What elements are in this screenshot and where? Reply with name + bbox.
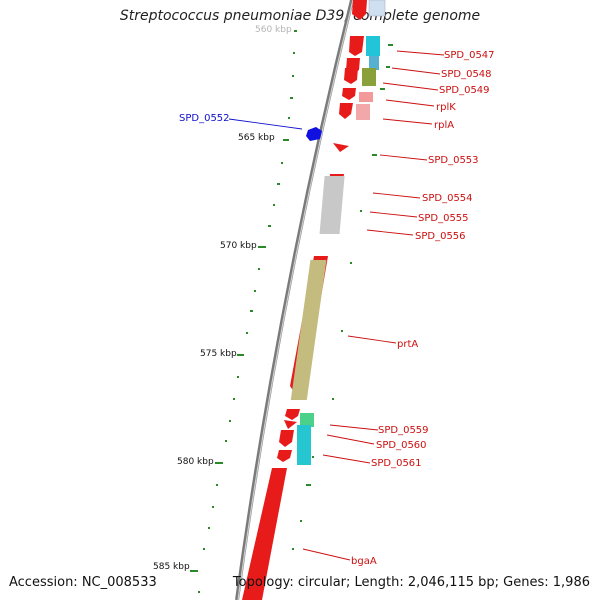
- gene-label-spd0553[interactable]: SPD_0553: [428, 155, 479, 166]
- gene-arrow-spd0559[interactable]: [285, 409, 300, 420]
- gene-ticks: [292, 44, 393, 550]
- topology-text: Topology: circular; Length: 2,046,115 bp…: [232, 575, 590, 590]
- gene-label-spd0548[interactable]: SPD_0548: [441, 69, 492, 80]
- scale-label: 575 kbp: [200, 349, 237, 359]
- gene-label-spd0552[interactable]: SPD_0552: [179, 113, 230, 124]
- gene-arrow-spd0559b[interactable]: [284, 420, 297, 429]
- feature-bars: [290, 0, 386, 465]
- forward-genes[interactable]: [242, 0, 367, 600]
- scale-ticks: [190, 30, 297, 593]
- gene-arrow-bgaa[interactable]: [242, 468, 287, 600]
- genome-backbone-highlight: [237, 0, 354, 600]
- gene-label-spd0561[interactable]: SPD_0561: [371, 458, 422, 469]
- scale-label: 560 kbp: [255, 25, 292, 35]
- gene-arrow-spd0560[interactable]: [279, 430, 294, 447]
- genome-backbone: [235, 0, 354, 600]
- gene-label-spd0559[interactable]: SPD_0559: [378, 425, 429, 436]
- scale-label: 585 kbp: [153, 562, 190, 572]
- gene-arrow-spd0561[interactable]: [277, 450, 292, 462]
- gene-label-spd0560[interactable]: SPD_0560: [376, 440, 427, 451]
- map-title: Streptococcus pneumoniae D39, complete g…: [119, 8, 481, 24]
- gene-arrow-spd0547[interactable]: [352, 0, 367, 20]
- gene-arrow-spd0552[interactable]: [306, 127, 322, 141]
- scale-label: 580 kbp: [177, 457, 214, 467]
- scale-label: 565 kbp: [238, 133, 275, 143]
- scale-labels: 560 kbp 565 kbp 570 kbp 575 kbp 580 kbp …: [153, 25, 292, 572]
- gene-label-spd0547[interactable]: SPD_0547: [444, 50, 495, 61]
- scale-label: 570 kbp: [220, 241, 257, 251]
- gene-arrow-rplk[interactable]: [342, 88, 356, 100]
- label-leader-spd0552: [228, 118, 303, 130]
- gene-label-bgaa[interactable]: bgaA: [351, 556, 377, 567]
- gene-arrow-spd0553[interactable]: [333, 143, 349, 152]
- gene-label-rpla[interactable]: rplA: [434, 120, 454, 131]
- accession-text: Accession: NC_008533: [9, 575, 157, 590]
- gene-arrow-spd0549[interactable]: [344, 68, 358, 84]
- gene-label-spd0555[interactable]: SPD_0555: [418, 213, 469, 224]
- gene-arrow-rpla[interactable]: [339, 103, 353, 119]
- gene-label-spd0556[interactable]: SPD_0556: [415, 231, 466, 242]
- gene-label-spd0554[interactable]: SPD_0554: [422, 193, 473, 204]
- gene-label-prta[interactable]: prtA: [397, 339, 418, 350]
- gene-arrow-spd0547b[interactable]: [349, 36, 364, 56]
- label-leaders: [302, 50, 445, 561]
- gene-label-rplk[interactable]: rplK: [436, 102, 456, 113]
- gene-label-spd0549[interactable]: SPD_0549: [439, 85, 490, 96]
- gene-labels: SPD_0547 SPD_0548 SPD_0549 rplK rplA SPD…: [179, 50, 495, 567]
